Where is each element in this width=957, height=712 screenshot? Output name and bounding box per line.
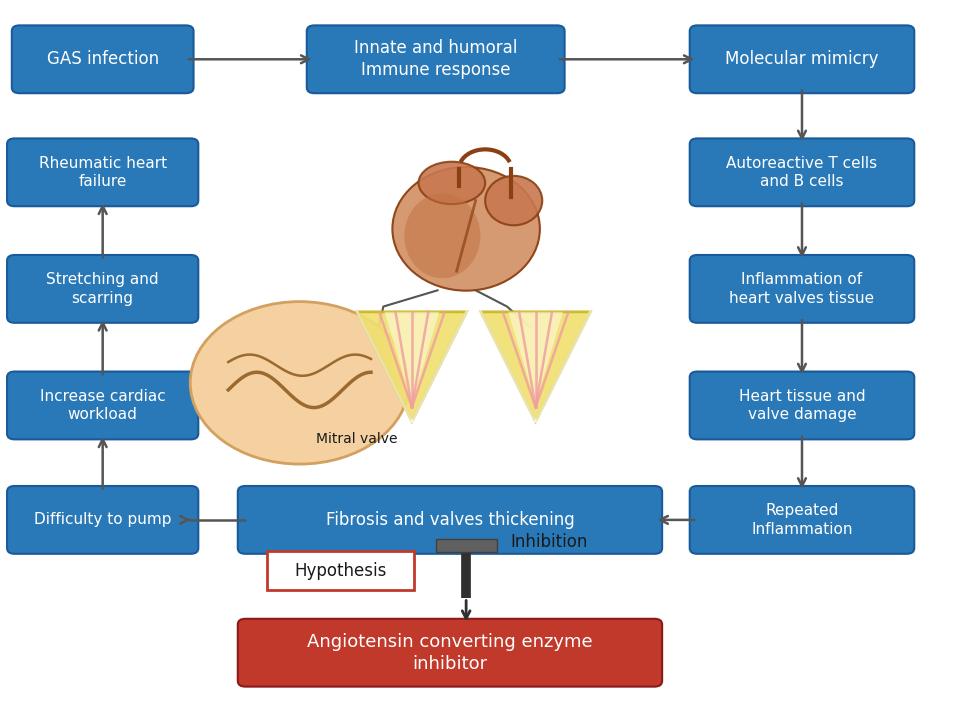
FancyBboxPatch shape [237, 619, 662, 686]
FancyBboxPatch shape [690, 372, 914, 439]
Text: Increase cardiac
workload: Increase cardiac workload [40, 389, 166, 422]
Ellipse shape [190, 302, 409, 464]
FancyBboxPatch shape [7, 372, 198, 439]
Text: Inflammation of
heart valves tissue: Inflammation of heart valves tissue [729, 272, 875, 305]
FancyBboxPatch shape [690, 138, 914, 206]
Text: Autoreactive T cells
and B cells: Autoreactive T cells and B cells [726, 155, 878, 189]
Text: Hypothesis: Hypothesis [295, 562, 387, 580]
FancyBboxPatch shape [7, 255, 198, 323]
Text: Innate and humoral
Immune response: Innate and humoral Immune response [354, 39, 518, 80]
Polygon shape [508, 312, 563, 404]
FancyBboxPatch shape [690, 486, 914, 554]
FancyBboxPatch shape [690, 255, 914, 323]
FancyBboxPatch shape [435, 539, 497, 552]
FancyBboxPatch shape [267, 551, 414, 590]
FancyBboxPatch shape [7, 486, 198, 554]
Text: Difficulty to pump: Difficulty to pump [33, 513, 171, 528]
Polygon shape [480, 312, 590, 422]
Text: Angiotensin converting enzyme
inhibitor: Angiotensin converting enzyme inhibitor [307, 632, 592, 673]
FancyBboxPatch shape [237, 486, 662, 554]
Polygon shape [385, 312, 439, 404]
Text: Stretching and
scarring: Stretching and scarring [46, 272, 159, 305]
Text: Fibrosis and valves thickening: Fibrosis and valves thickening [325, 511, 574, 529]
Text: Mitral valve: Mitral valve [316, 432, 397, 446]
Ellipse shape [485, 176, 543, 225]
Ellipse shape [392, 167, 540, 290]
Text: Repeated
Inflammation: Repeated Inflammation [751, 503, 853, 537]
Text: Heart tissue and
valve damage: Heart tissue and valve damage [739, 389, 865, 422]
Text: Molecular mimicry: Molecular mimicry [725, 51, 879, 68]
FancyBboxPatch shape [11, 26, 193, 93]
Ellipse shape [404, 194, 480, 278]
Text: GAS infection: GAS infection [47, 51, 159, 68]
Text: Inhibition: Inhibition [511, 533, 589, 551]
FancyBboxPatch shape [690, 26, 914, 93]
FancyBboxPatch shape [7, 138, 198, 206]
Text: Rheumatic heart
failure: Rheumatic heart failure [38, 155, 167, 189]
Polygon shape [357, 312, 467, 422]
FancyBboxPatch shape [307, 26, 565, 93]
Ellipse shape [418, 162, 485, 204]
